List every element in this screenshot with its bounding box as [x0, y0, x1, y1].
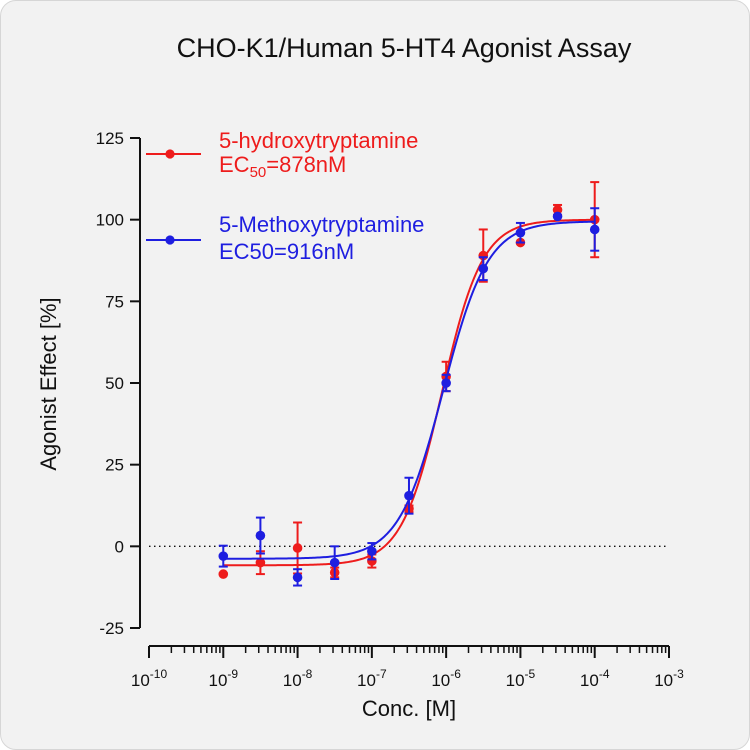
- y-tick-label: 125: [96, 129, 124, 148]
- data-point: [552, 211, 563, 222]
- x-tick-label-base: 10: [654, 671, 673, 690]
- data-point: [255, 530, 266, 541]
- legend-label-2: 5-Methoxytryptamine: [219, 212, 424, 237]
- x-tick-label-exponent: -6: [450, 667, 461, 681]
- x-tick-label-base: 10: [431, 671, 450, 690]
- chart-title: CHO-K1/Human 5-HT4 Agonist Assay: [177, 33, 632, 63]
- legend: 5-hydroxytryptamine EC50=878nM 5-Methoxy…: [146, 128, 424, 264]
- legend-ec50-2: EC50=916nM: [219, 239, 354, 264]
- x-tick-label-base: 10: [208, 671, 227, 690]
- y-axis: -25 0 25 50 75 100 125: [96, 129, 141, 638]
- y-tick-label: 0: [115, 537, 124, 556]
- series-2: [218, 207, 600, 587]
- data-point: [255, 557, 266, 568]
- legend-marker-2: [165, 235, 175, 245]
- x-tick-label-exponent: -7: [376, 667, 387, 681]
- x-tick-label-base: 10: [506, 671, 525, 690]
- x-tick-label-base: 10: [131, 671, 150, 690]
- x-tick-label: 10-4: [580, 667, 610, 690]
- data-point: [292, 572, 303, 583]
- legend-ec50-1: EC50=878nM: [219, 152, 346, 181]
- data-point: [218, 551, 229, 561]
- x-tick-label-exponent: -3: [673, 667, 684, 681]
- legend-marker-1: [165, 149, 175, 159]
- data-point: [218, 569, 229, 579]
- x-tick-label: 10-6: [431, 667, 461, 690]
- data-point: [329, 557, 340, 568]
- x-tick-label: 10-10: [131, 667, 168, 690]
- x-tick-label: 10-8: [283, 667, 313, 690]
- y-axis-title: Agonist Effect [%]: [36, 297, 61, 470]
- x-axis-title: Conc. [M]: [362, 696, 456, 721]
- data-point: [292, 543, 303, 553]
- y-tick-label: -25: [99, 619, 124, 638]
- data-point: [441, 378, 451, 388]
- x-tick-label-base: 10: [580, 671, 599, 690]
- legend-ec50-1-prefix: EC: [219, 152, 250, 177]
- x-axis: 10-10 10-9 10-8 10-7 10-6 10-5 10-4 10-3: [131, 645, 684, 690]
- x-tick-label-exponent: -10: [150, 667, 168, 681]
- data-point: [515, 227, 526, 238]
- y-tick-label: 50: [105, 374, 124, 393]
- y-tick-label: 25: [105, 456, 124, 475]
- x-tick-label-exponent: -5: [525, 667, 536, 681]
- x-tick-label-exponent: -9: [227, 667, 238, 681]
- x-tick-label-exponent: -8: [302, 667, 313, 681]
- legend-ec50-1-subscript: 50: [250, 164, 267, 181]
- x-tick-label: 10-7: [357, 667, 387, 690]
- x-tick-label: 10-3: [654, 667, 684, 690]
- legend-entry-2: 5-Methoxytryptamine EC50=916nM: [146, 212, 424, 264]
- x-tick-label: 10-9: [208, 667, 238, 690]
- x-tick-label-base: 10: [357, 671, 376, 690]
- legend-ec50-1-suffix: =878nM: [266, 152, 346, 177]
- data-point: [404, 490, 414, 501]
- data-point: [367, 546, 377, 557]
- x-tick-label: 10-5: [506, 667, 536, 690]
- x-tick-label-base: 10: [283, 671, 302, 690]
- legend-entry-1: 5-hydroxytryptamine EC50=878nM: [146, 128, 418, 181]
- x-tick-label-exponent: -4: [599, 667, 610, 681]
- y-tick-label: 100: [96, 211, 124, 230]
- plot-area: [218, 181, 600, 587]
- y-tick-label: 75: [105, 292, 124, 311]
- data-point: [589, 224, 600, 235]
- data-point: [478, 263, 489, 274]
- legend-label-1: 5-hydroxytryptamine: [219, 128, 418, 153]
